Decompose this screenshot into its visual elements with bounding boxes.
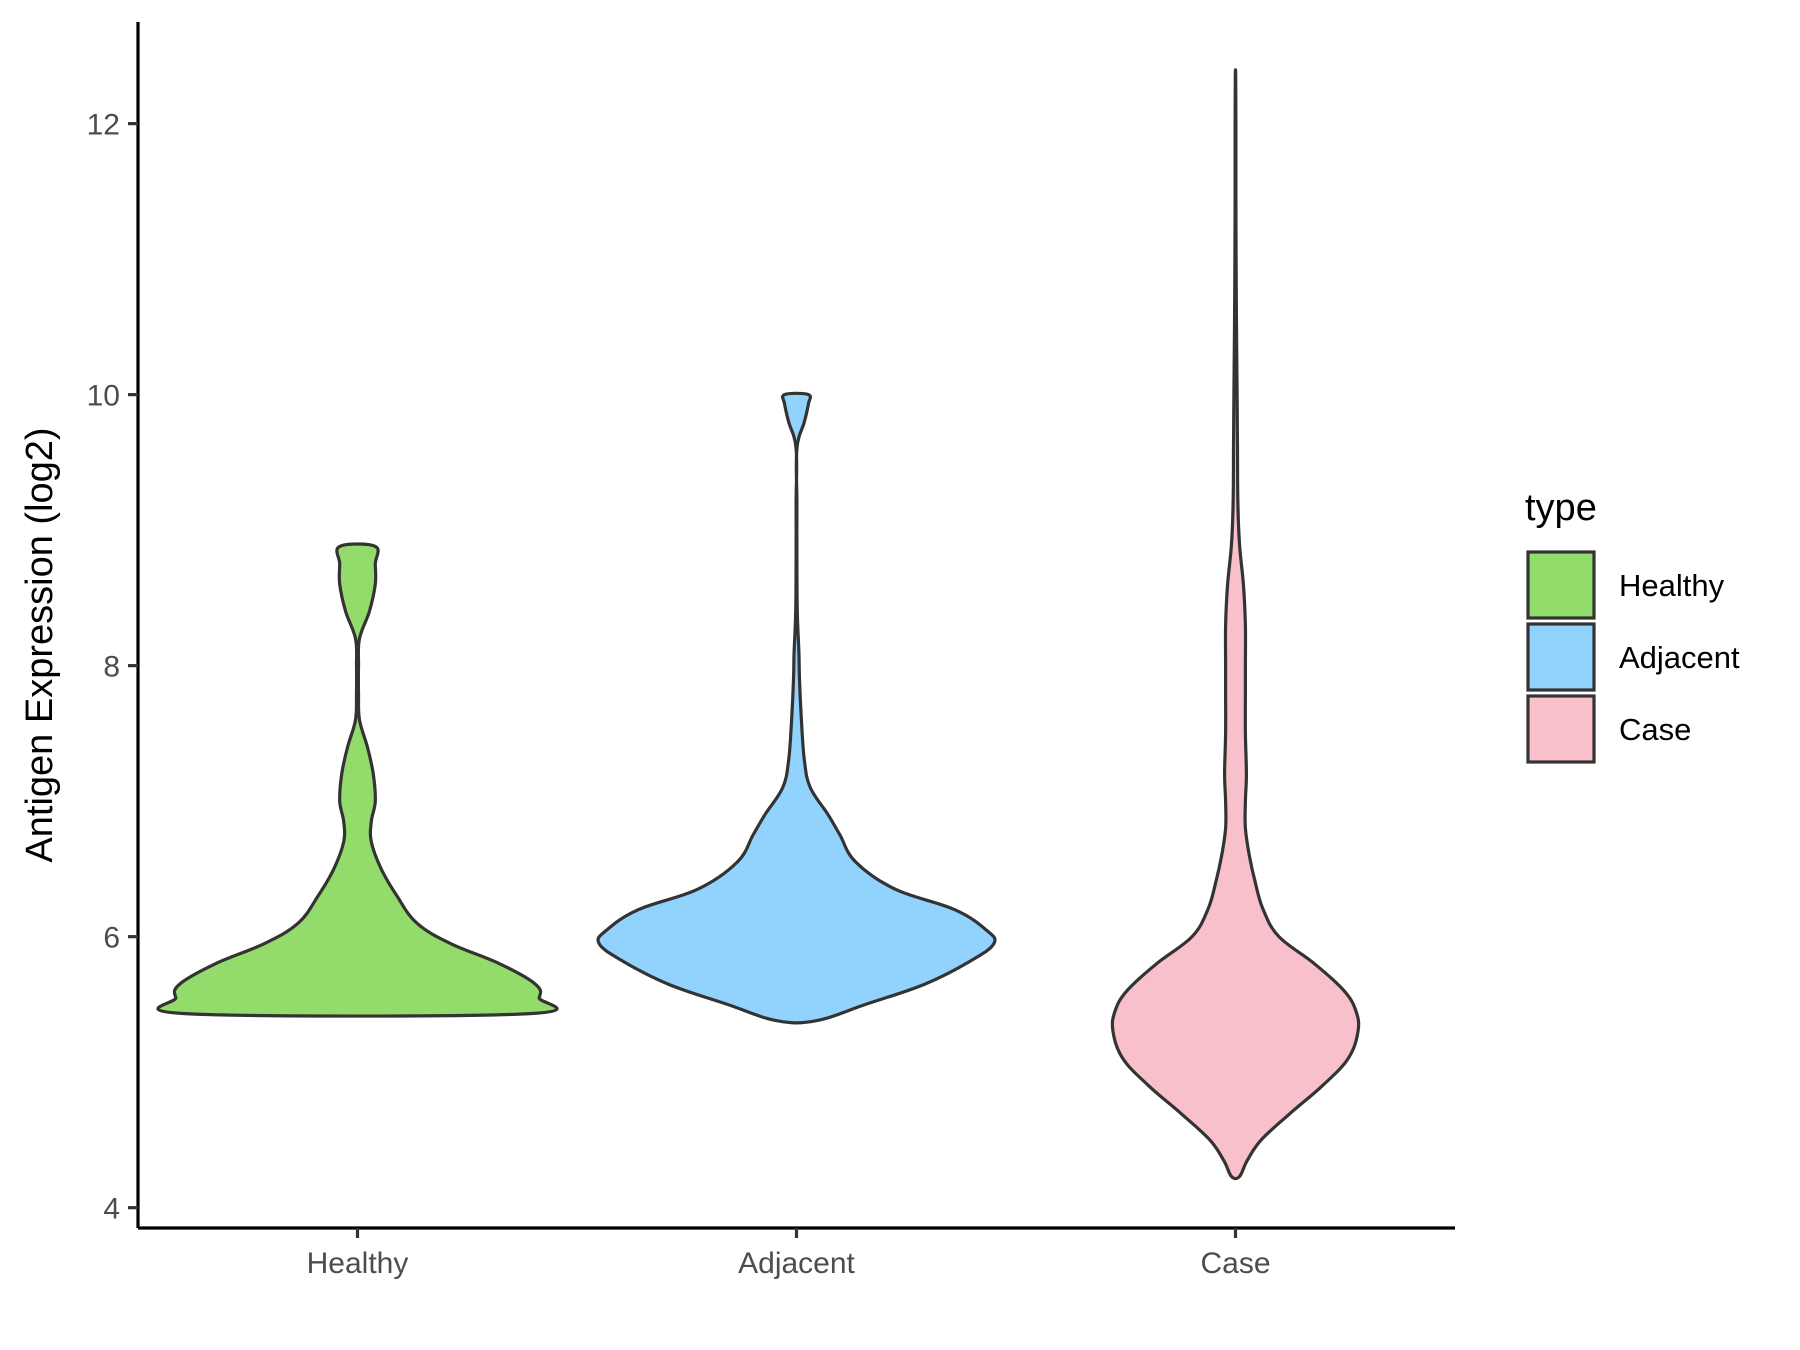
y-tick-label: 6 (103, 922, 120, 955)
legend-swatch-adjacent (1526, 622, 1596, 692)
y-axis-title: Antigen Expression (log2) (19, 427, 61, 862)
axes-layer: 4 6 8 10 12 Healthy Adjacent Case Antigen Expres… (19, 22, 1455, 1280)
y-tick-label: 4 (103, 1193, 120, 1226)
violin-adjacent (596, 391, 997, 1025)
legend: type Healthy Adjacent Case (1525, 487, 1740, 764)
legend-label-case: Case (1619, 712, 1691, 747)
legend-swatch-healthy (1526, 550, 1596, 620)
y-tick-label: 10 (87, 380, 120, 413)
violin-healthy (156, 542, 559, 1018)
x-tick-label: Healthy (307, 1247, 409, 1280)
legend-label-adjacent: Adjacent (1619, 640, 1740, 675)
x-tick-label: Adjacent (738, 1247, 855, 1280)
x-tick-label: Case (1200, 1247, 1270, 1280)
legend-swatch-case (1526, 694, 1596, 764)
legend-title: type (1525, 487, 1597, 529)
y-tick-label: 8 (103, 651, 120, 684)
violin-case (1110, 68, 1361, 1181)
y-tick-label: 12 (87, 109, 120, 142)
legend-label-healthy: Healthy (1619, 568, 1725, 603)
violin-layer (156, 68, 1361, 1181)
